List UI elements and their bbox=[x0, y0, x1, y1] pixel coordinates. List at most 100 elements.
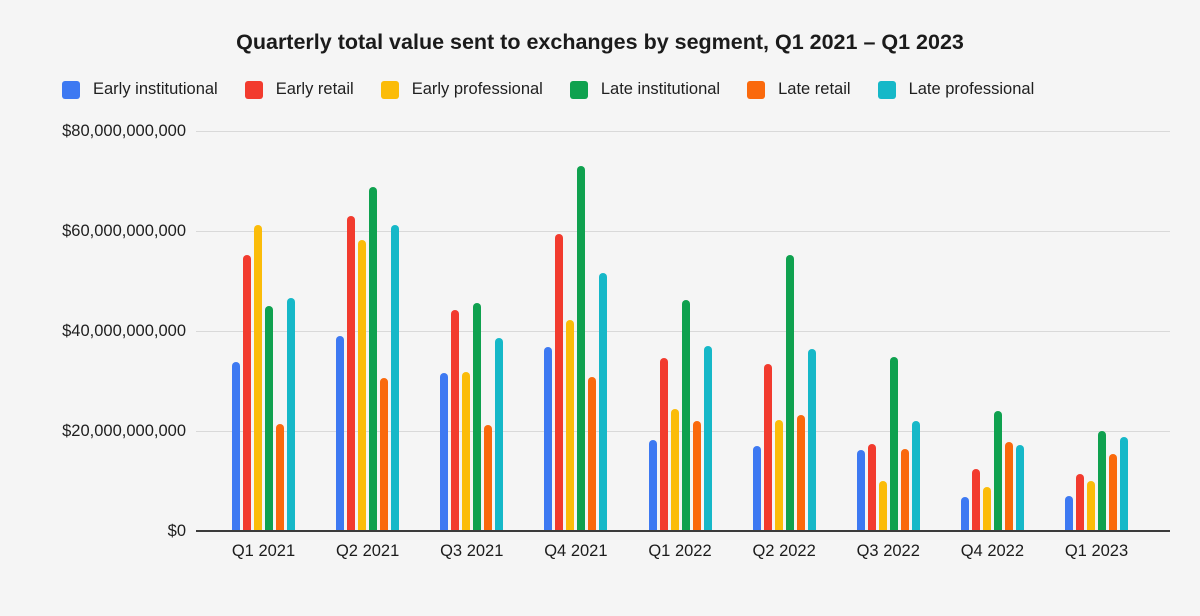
bar bbox=[287, 298, 295, 531]
bar-group-q1-2023: Q1 2023 bbox=[1065, 131, 1128, 560]
bar bbox=[774, 420, 783, 531]
bar bbox=[265, 306, 273, 531]
bar bbox=[276, 424, 284, 531]
y-tick-label: $0 bbox=[167, 522, 186, 540]
bar bbox=[971, 469, 980, 531]
bar bbox=[856, 449, 865, 531]
legend-swatch-icon bbox=[569, 80, 588, 99]
bar bbox=[243, 255, 251, 531]
bar bbox=[982, 486, 991, 531]
bar bbox=[889, 357, 898, 531]
bar bbox=[232, 362, 240, 531]
bar bbox=[900, 448, 909, 531]
bar bbox=[451, 309, 460, 531]
bar bbox=[670, 409, 679, 531]
bar bbox=[659, 357, 668, 531]
bar bbox=[462, 372, 471, 531]
bar bbox=[358, 240, 367, 531]
bar bbox=[1109, 454, 1117, 531]
bar bbox=[867, 444, 876, 531]
bar-group-q3-2021: Q3 2021 bbox=[440, 131, 504, 560]
bar bbox=[484, 424, 493, 531]
bar bbox=[1015, 444, 1024, 531]
bar bbox=[1004, 441, 1013, 531]
legend-item-early-retail: Early retail bbox=[244, 80, 354, 99]
bar bbox=[878, 481, 887, 531]
legend-item-early-institutional: Early institutional bbox=[62, 80, 218, 99]
bar bbox=[254, 224, 262, 531]
x-tick-label: Q3 2022 bbox=[856, 542, 920, 560]
bar bbox=[440, 372, 449, 531]
legend-item-late-institutional: Late institutional bbox=[569, 80, 721, 99]
bar bbox=[796, 414, 805, 531]
x-tick-label: Q2 2022 bbox=[752, 542, 816, 560]
bar bbox=[347, 216, 356, 531]
legend-swatch-icon bbox=[380, 80, 399, 99]
bar bbox=[681, 300, 690, 531]
x-tick-label: Q4 2022 bbox=[960, 542, 1025, 560]
bar bbox=[1098, 430, 1106, 531]
x-tick-label: Q1 2022 bbox=[648, 542, 712, 560]
x-axis-line bbox=[196, 530, 1170, 532]
bar bbox=[703, 346, 712, 531]
y-tick-label: $60,000,000,000 bbox=[62, 222, 186, 240]
bar bbox=[752, 446, 761, 531]
bar bbox=[544, 346, 553, 531]
gridline bbox=[196, 231, 1170, 232]
bar-group-q2-2022: Q2 2022 bbox=[752, 131, 816, 560]
y-tick-label: $80,000,000,000 bbox=[62, 122, 186, 140]
bar bbox=[599, 273, 608, 531]
x-tick-label: Q1 2021 bbox=[231, 542, 296, 560]
bar bbox=[369, 186, 378, 531]
bar-group-q2-2021: Q2 2021 bbox=[336, 131, 400, 560]
bar bbox=[763, 363, 772, 531]
chart-plot: Q1 2021 Q2 2021 Q3 2021 Q4 2021 Q1 2022 Q2 20… bbox=[196, 131, 1170, 560]
bar bbox=[555, 233, 564, 531]
legend-label: Late institutional bbox=[600, 80, 721, 98]
bar bbox=[993, 410, 1002, 531]
y-tick-label: $40,000,000,000 bbox=[62, 322, 186, 340]
bar bbox=[911, 421, 920, 531]
bar bbox=[1120, 436, 1128, 531]
bar bbox=[960, 496, 969, 531]
bar bbox=[391, 225, 400, 531]
bar bbox=[648, 439, 657, 531]
legend-label: Early professional bbox=[411, 80, 543, 98]
legend-label: Late professional bbox=[908, 80, 1035, 98]
bar bbox=[785, 254, 794, 531]
bar-group-q1-2021: Q1 2021 bbox=[232, 131, 295, 560]
x-tick-label: Q4 2021 bbox=[544, 542, 608, 560]
bar-group-q4-2021: Q4 2021 bbox=[544, 131, 608, 560]
x-tick-label: Q1 2023 bbox=[1064, 542, 1129, 560]
bar-group-q1-2022: Q1 2022 bbox=[648, 131, 712, 560]
gridline bbox=[196, 131, 1170, 132]
legend-swatch-icon bbox=[244, 80, 263, 99]
legend-item-late-retail: Late retail bbox=[747, 80, 851, 99]
bar bbox=[495, 338, 504, 531]
bar bbox=[692, 421, 701, 531]
bar bbox=[577, 166, 586, 531]
legend-swatch-icon bbox=[747, 80, 766, 99]
x-tick-label: Q2 2021 bbox=[335, 542, 400, 560]
bar bbox=[473, 303, 482, 531]
bar-group-q3-2022: Q3 2022 bbox=[856, 131, 920, 560]
legend-label: Early retail bbox=[275, 80, 354, 98]
bar bbox=[1065, 496, 1073, 531]
bar bbox=[336, 336, 345, 531]
legend-item-early-professional: Early professional bbox=[380, 80, 543, 99]
bar-groups: Q1 2021 Q2 2021 Q3 2021 Q4 2021 Q1 2022 Q2 20… bbox=[196, 131, 1170, 560]
bar bbox=[588, 376, 597, 531]
x-tick-label: Q3 2021 bbox=[440, 542, 504, 560]
legend-swatch-icon bbox=[62, 80, 80, 99]
y-tick-label: $20,000,000,000 bbox=[62, 422, 186, 440]
bar bbox=[1087, 481, 1095, 531]
bar-group-q4-2022: Q4 2022 bbox=[960, 131, 1024, 560]
bar bbox=[1076, 473, 1084, 531]
chart-title: Quarterly total value sent to exchanges … bbox=[236, 30, 964, 54]
legend-item-late-professional: Late professional bbox=[877, 80, 1035, 99]
y-axis: $0 $20,000,000,000 $40,000,000,000 $60,000,… bbox=[0, 122, 186, 540]
legend: Early institutional Early retail Early p… bbox=[62, 80, 1034, 99]
bar bbox=[807, 349, 816, 531]
legend-label: Early institutional bbox=[93, 80, 218, 98]
